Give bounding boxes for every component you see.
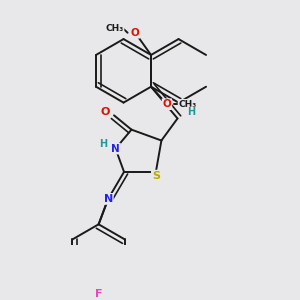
Text: O: O xyxy=(100,106,110,117)
Text: F: F xyxy=(95,290,102,299)
Text: CH₃: CH₃ xyxy=(105,24,124,33)
Text: N: N xyxy=(111,144,120,154)
Text: H: H xyxy=(187,107,195,117)
Text: N: N xyxy=(103,194,113,204)
Text: S: S xyxy=(152,171,160,181)
Text: CH₃: CH₃ xyxy=(178,100,197,109)
Text: O: O xyxy=(163,99,171,109)
Text: H: H xyxy=(99,139,107,149)
Text: O: O xyxy=(131,28,140,38)
